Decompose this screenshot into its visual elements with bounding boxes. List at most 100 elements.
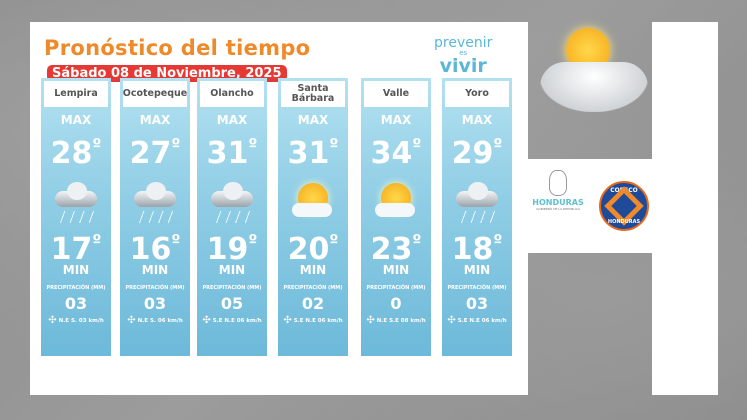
wind-info: ✣ S.E N.E 06 km/h [278,316,348,326]
min-value: 23 [370,232,413,267]
wind-info: ✣ N.E S.E 08 km/h [361,316,431,326]
max-label: MAX [297,113,329,127]
precip-value: 02 [301,294,325,313]
min-value: 17 [50,232,93,267]
min-temp: 20º [278,232,348,267]
rain-icon [215,211,251,223]
degree-symbol: º [248,231,258,250]
cloud-icon [134,182,176,207]
sun-cloud-photo [528,22,652,159]
weather-icon [197,177,267,235]
weather-icon [278,177,348,235]
min-value: 20 [287,232,330,267]
min-label: MIN [382,263,410,277]
honduras-subtext: GOBIERNO DE LA REPÚBLICA [536,207,580,211]
wind-text: N.E S. 03 km/h [58,318,104,324]
max-value: 27 [129,136,172,171]
rain-icon [460,211,496,223]
degree-symbol: º [493,135,503,154]
weather-icon [120,177,190,235]
precip-value: 03 [143,294,167,313]
degree-symbol: º [248,135,258,154]
min-label: MIN [463,263,491,277]
brand-line3: vivir [439,55,487,77]
wind-pinwheel-icon: ✣ [202,315,211,326]
city-name: Valle [364,81,428,107]
wind-info: ✣ N.E S. 06 km/h [120,316,190,326]
cloud-icon [292,203,332,217]
wind-info: ✣ S.E N.E 06 km/h [197,316,267,326]
weather-icon [442,177,512,235]
coat-of-arms-icon [549,170,567,196]
wind-text: S.E N.E 06 km/h [293,318,343,324]
city-column: Olancho MAX 31º 19º MIN PRECIPITACIÓN (M… [197,78,267,356]
precip-value: 0 [390,294,402,313]
precip-value: 05 [220,294,244,313]
honduras-logo: HONDURAS GOBIERNO DE LA REPÚBLICA [528,170,588,211]
prevenir-es-vivir-logo: prevenir es vivir [434,36,492,76]
max-label: MAX [139,113,171,127]
min-label: MIN [62,263,90,277]
max-label: MAX [216,113,248,127]
max-temp: 34º [361,136,431,171]
wind-text: N.E S. 06 km/h [137,318,183,324]
city-name: Olancho [200,81,264,107]
precip-value: 03 [465,294,489,313]
max-temp: 29º [442,137,512,169]
white-bar [652,22,718,395]
min-temp: 23º [361,232,431,267]
min-label: MIN [299,263,327,277]
cloud-icon [55,182,97,207]
min-value: 18 [451,232,494,267]
city-column: Valle MAX 34º 23º MIN PRECIPITACIÓN (MM)… [361,78,431,356]
degree-symbol: º [329,135,339,154]
precip-label: PRECIPITACIÓN (MM) [283,285,343,291]
precip-label: PRECIPITACIÓN (MM) [46,285,106,291]
max-label: MAX [461,113,493,127]
copeco-text: COPECO [610,187,638,194]
max-value: 28 [50,136,93,171]
wind-pinwheel-icon: ✣ [127,315,136,326]
city-name: Lempira [44,81,108,107]
degree-symbol: º [412,231,422,250]
precip-label: PRECIPITACIÓN (MM) [125,285,185,291]
max-value: 31 [206,136,249,171]
degree-symbol: º [493,231,503,250]
min-value: 16 [129,232,172,267]
min-temp: 16º [120,232,190,267]
max-temp: 27º [120,136,190,171]
min-label: MIN [141,263,169,277]
max-label: MAX [60,113,92,127]
date-badge: Sábado 08 de Noviembre, 2025 [47,65,287,82]
cloud-icon [375,203,415,217]
city-column: Lempira MAX 28º 17º MIN PRECIPITACIÓN (M… [41,78,111,356]
degree-symbol: º [329,231,339,250]
max-value: 34 [370,136,413,171]
city-column: Ocotepeque MAX 27º 16º MIN PRECIPITACIÓN… [120,78,190,356]
brand-line2: es [459,49,468,57]
degree-symbol: º [171,135,181,154]
wind-pinwheel-icon: ✣ [447,315,456,326]
wind-text: S.E N.E 06 km/h [212,318,262,324]
precip-label: PRECIPITACIÓN (MM) [202,285,262,291]
cloud-icon [211,182,253,207]
degree-symbol: º [92,135,102,154]
cloud-icon [540,62,648,112]
honduras-text: HONDURAS [532,198,584,207]
precip-label: PRECIPITACIÓN (MM) [447,285,507,291]
wind-pinwheel-icon: ✣ [366,315,375,326]
rain-icon [138,211,174,223]
precip-value: 03 [64,294,88,313]
wind-pinwheel-icon: ✣ [283,315,292,326]
city-name: Santa Bárbara [281,81,345,107]
precip-label: PRECIPITACIÓN (MM) [366,285,426,291]
degree-symbol: º [171,231,181,250]
min-temp: 19º [197,233,267,265]
weather-icon [41,177,111,235]
max-label: MAX [380,113,412,127]
degree-symbol: º [412,135,422,154]
max-temp: 31º [197,136,267,171]
min-label: MIN [218,263,246,277]
wind-text: N.E S.E 08 km/h [376,318,426,324]
wind-text: S.E N.E 06 km/h [457,318,507,324]
